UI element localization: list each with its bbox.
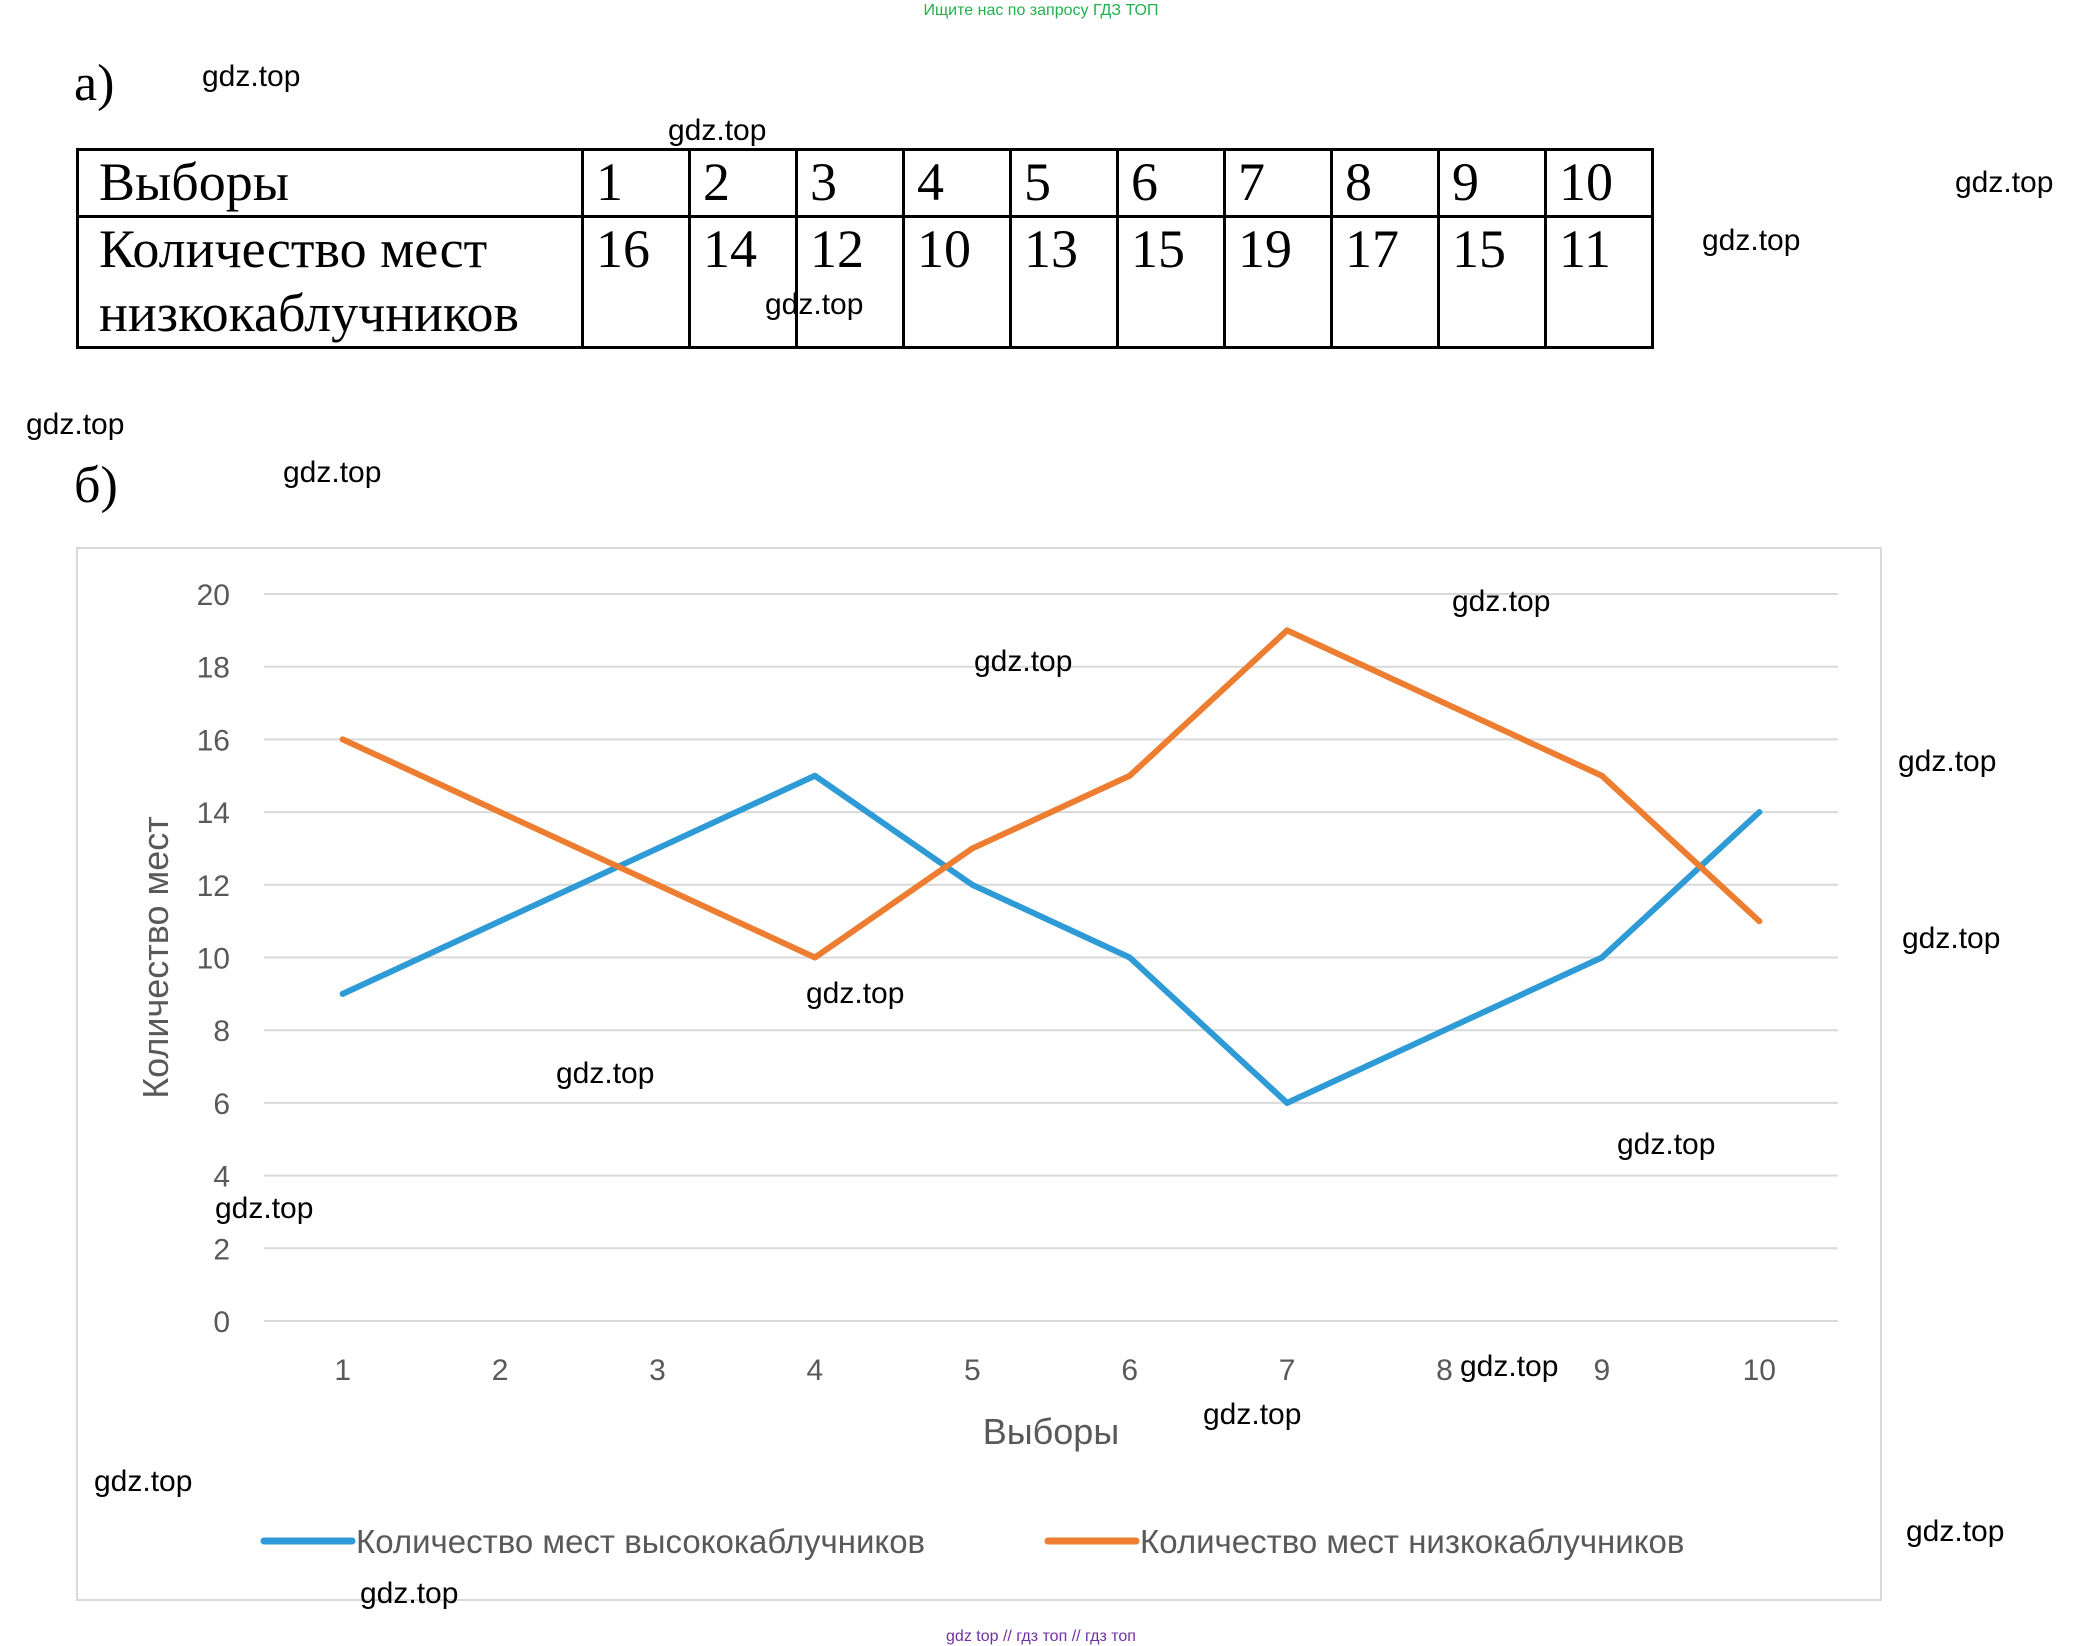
search-banner: Ищите нас по запросу ГДЗ ТОП	[923, 2, 1159, 19]
watermark-text: gdz.top	[556, 1057, 655, 1090]
table-column-5: 5	[1009, 148, 1119, 218]
data-point	[811, 772, 818, 779]
table-column-2: 2	[688, 148, 798, 218]
y-tick-label: 2	[213, 1233, 230, 1266]
x-tick-label: 7	[1279, 1354, 1296, 1387]
table-column-1: 1	[581, 148, 691, 218]
watermark-text: gdz.top	[806, 977, 905, 1010]
table-value-6: 15	[1116, 215, 1226, 349]
data-point	[969, 845, 976, 852]
chart-frame	[76, 547, 1882, 1601]
watermark-text: gdz.top	[1452, 585, 1551, 618]
data-point	[1756, 918, 1763, 925]
x-tick-label: 5	[964, 1354, 981, 1387]
data-point	[654, 845, 661, 852]
y-axis-label: Количество мест	[135, 816, 176, 1099]
data-point	[497, 918, 504, 925]
table-value-2: 14	[688, 215, 798, 349]
watermark-text: gdz.top	[215, 1192, 314, 1225]
y-tick-label: 12	[197, 870, 230, 903]
y-tick-label: 20	[197, 579, 230, 612]
table-row: Количество мест низкокаблучников 16 14 1…	[76, 215, 1654, 349]
data-point	[1284, 627, 1291, 634]
table-header-label: Выборы	[76, 148, 584, 218]
data-point	[1126, 772, 1133, 779]
part-b-label: б)	[74, 457, 118, 514]
x-tick-label: 3	[649, 1354, 666, 1387]
x-tick-label: 4	[807, 1354, 824, 1387]
table-column-7: 7	[1223, 148, 1333, 218]
table-value-8: 17	[1330, 215, 1440, 349]
watermark-text: gdz.top	[765, 288, 864, 321]
y-tick-label: 8	[213, 1015, 230, 1048]
data-point	[1598, 772, 1605, 779]
y-tick-label: 6	[213, 1088, 230, 1121]
data-point	[969, 881, 976, 888]
x-tick-label: 8	[1436, 1354, 1453, 1387]
table-column-6: 6	[1116, 148, 1226, 218]
x-tick-label: 2	[492, 1354, 509, 1387]
data-point	[339, 990, 346, 997]
table-value-3: 12	[795, 215, 905, 349]
footer-links: gdz top // гдз топ // гдз топ	[946, 1628, 1136, 1645]
x-tick-label: 1	[334, 1354, 351, 1387]
votes-table: Выборы 1 2 3 4 5 6 7 8 9 10 Количество м…	[76, 148, 1654, 349]
watermark-text: gdz.top	[1460, 1350, 1559, 1383]
data-point	[1756, 809, 1763, 816]
watermark-text: gdz.top	[1617, 1128, 1716, 1161]
table-header-row: Выборы 1 2 3 4 5 6 7 8 9 10	[76, 148, 1654, 218]
table-value-1: 16	[581, 215, 691, 349]
y-tick-label: 4	[213, 1161, 230, 1194]
data-point	[654, 881, 661, 888]
table-value-10: 11	[1544, 215, 1654, 349]
y-tick-label: 14	[197, 797, 230, 830]
legend-label-2: Количество мест низкокаблучников	[1140, 1523, 1684, 1560]
series-line-1	[339, 772, 1763, 1106]
data-point	[1441, 700, 1448, 707]
watermark-text: gdz.top	[1203, 1398, 1302, 1431]
table-column-3: 3	[795, 148, 905, 218]
y-tick-label: 10	[197, 943, 230, 976]
watermark-text: gdz.top	[1955, 166, 2054, 199]
x-tick-label: 6	[1121, 1354, 1138, 1387]
data-point	[1598, 954, 1605, 961]
watermark-text: gdz.top	[1702, 224, 1801, 257]
data-point	[497, 809, 504, 816]
table-value-9: 15	[1437, 215, 1547, 349]
watermark-text: gdz.top	[1906, 1515, 2005, 1548]
data-point	[339, 736, 346, 743]
table-column-4: 4	[902, 148, 1012, 218]
legend-label-1: Количество мест высококаблучников	[356, 1523, 925, 1560]
table-column-8: 8	[1330, 148, 1440, 218]
table-value-7: 19	[1223, 215, 1333, 349]
data-point	[811, 954, 818, 961]
x-axis-label: Выборы	[983, 1411, 1119, 1452]
watermark-text: gdz.top	[1902, 922, 2001, 955]
watermark-text: gdz.top	[26, 408, 125, 441]
data-point	[1284, 1099, 1291, 1106]
table-column-10: 10	[1544, 148, 1654, 218]
data-point	[1126, 954, 1133, 961]
series-line-2	[339, 627, 1763, 961]
part-a-label: а)	[74, 55, 115, 112]
watermark-text: gdz.top	[360, 1577, 459, 1610]
watermark-text: gdz.top	[283, 456, 382, 489]
watermark-text: gdz.top	[668, 114, 767, 147]
x-tick-label: 9	[1594, 1354, 1611, 1387]
watermark-text: gdz.top	[1898, 745, 1997, 778]
y-tick-label: 16	[197, 724, 230, 757]
table-column-9: 9	[1437, 148, 1547, 218]
table-value-5: 13	[1009, 215, 1119, 349]
x-tick-label: 10	[1743, 1354, 1776, 1387]
table-value-4: 10	[902, 215, 1012, 349]
table-row-label: Количество мест низкокаблучников	[76, 215, 584, 349]
watermark-text: gdz.top	[94, 1465, 193, 1498]
data-point	[1441, 1027, 1448, 1034]
y-tick-label: 0	[213, 1306, 230, 1339]
watermark-text: gdz.top	[202, 60, 301, 93]
watermark-text: gdz.top	[974, 645, 1073, 678]
y-tick-label: 18	[197, 652, 230, 685]
